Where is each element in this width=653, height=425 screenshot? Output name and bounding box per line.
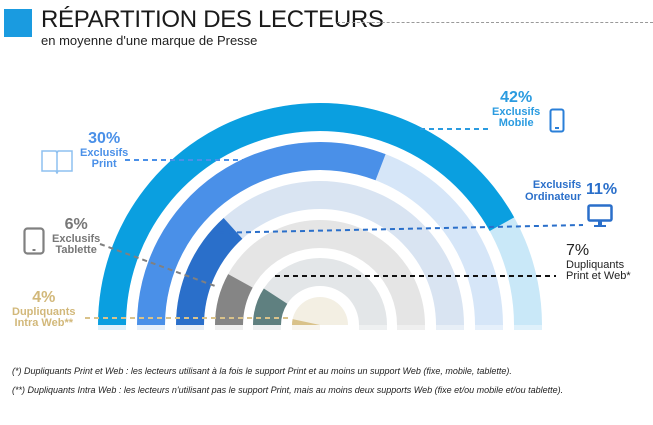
label-print-web-line1: Dupliquants [566, 258, 625, 271]
label-print-line2: Print [91, 158, 117, 171]
ring-bar-1 [137, 142, 386, 325]
label-ordinateur-line2: Ordinateur [525, 190, 582, 203]
label-tablette-line1: Exclusifs [52, 232, 101, 245]
pct-ordinateur: 11% [586, 181, 618, 198]
label-intra-web-line1: Dupliquants [12, 305, 76, 318]
ring-base-right-0 [514, 325, 542, 330]
label-tablette-line2: Tablette [55, 244, 97, 257]
ring-base-right-2 [436, 325, 464, 330]
label-intra-web: 4% Dupliquants Intra Web** [12, 289, 76, 330]
ring-bar-5 [292, 319, 320, 325]
ring-track-4 [253, 258, 387, 325]
ring-track-3 [215, 220, 425, 325]
pct-intra-web: 4% [32, 289, 56, 306]
pct-tablette: 6% [64, 216, 88, 233]
ring-base-left-4 [253, 325, 281, 330]
ring-bar-0 [98, 102, 515, 326]
label-ordinateur: Exclusifs Ordinateur [525, 179, 582, 203]
ring-base-right-3 [397, 325, 425, 330]
ring-track-2 [176, 181, 464, 325]
ring-base-left-5 [292, 325, 320, 330]
label-print-web: 7% Dupliquants Print et Web* [566, 242, 631, 283]
label-mobile-line2: Mobile [498, 117, 534, 130]
leader-tablette [99, 243, 216, 287]
footnote-2: (**) Dupliquants Intra Web : les lecteur… [12, 385, 564, 395]
title-divider [337, 22, 653, 23]
label-print-web-line2: Print et Web* [566, 270, 631, 283]
ring-bar-3 [215, 274, 253, 325]
pct-print: 30% [88, 130, 121, 147]
tablet-icon [23, 227, 45, 255]
label-tablette: 6% Exclusifs Tablette [52, 216, 101, 257]
page-subtitle: en moyenne d'une marque de Presse [41, 33, 258, 48]
ring-bar-4 [253, 288, 288, 325]
ring-track-5 [292, 297, 348, 325]
label-mobile: 42% Exclusifs Mobile [492, 89, 541, 130]
label-ordinateur-line1: Exclusifs [532, 179, 582, 191]
footnote-1: (*) Dupliquants Print et Web : les lecte… [12, 366, 512, 376]
page-title: RÉPARTITION DES LECTEURS [41, 6, 384, 33]
pct-print-web: 7% [566, 242, 590, 259]
leader-ordinateur [209, 224, 584, 234]
label-intra-web-line2: Intra Web** [14, 317, 74, 330]
footnotes: (*) Dupliquants Print et Web : les lecte… [12, 362, 563, 400]
label-mobile-line1: Exclusifs [492, 105, 541, 118]
ring-base-left-0 [98, 325, 126, 330]
label-print: 30% Exclusifs Print [80, 130, 129, 171]
pct-ordinateur-wrap: 11% [586, 181, 618, 199]
ring-base-left-1 [137, 325, 165, 330]
ring-bar-2 [176, 217, 243, 325]
book-icon [41, 150, 73, 174]
ring-base-right-4 [359, 325, 387, 330]
monitor-icon [587, 204, 613, 227]
smartphone-icon [549, 108, 565, 133]
ring-base-left-2 [176, 325, 204, 330]
label-print-line1: Exclusifs [80, 146, 129, 159]
ring-base-right-1 [475, 325, 503, 330]
ring-base-left-3 [215, 325, 243, 330]
pct-mobile: 42% [500, 89, 533, 106]
header-square [4, 9, 32, 37]
